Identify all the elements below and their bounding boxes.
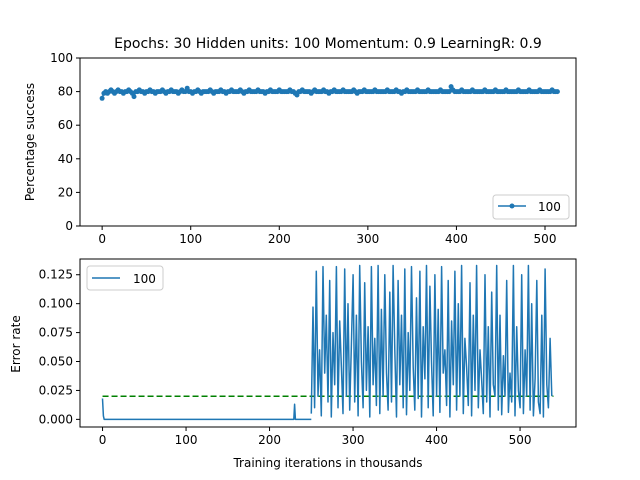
x-tick-label: 100 (175, 433, 198, 447)
chart-bottom-axes: 0 100 200 300 400 500 0.000 0.025 0.050 0.075 0.10… (39, 258, 577, 447)
y-tick-label: 0.025 (39, 383, 73, 397)
axes-frame (79, 258, 577, 428)
y-tick-label: 0 (65, 219, 73, 233)
y-tick-label: 0.075 (39, 326, 73, 340)
x-tick-label: 100 (179, 232, 202, 246)
x-tick-label: 500 (534, 232, 557, 246)
legend-label: 100 (538, 200, 561, 214)
axes-frame (79, 57, 577, 227)
x-tick-label: 0 (98, 232, 106, 246)
y-tick-label: 0.100 (39, 297, 73, 311)
x-tick-label: 500 (509, 433, 532, 447)
chart-bottom: 0 100 200 300 400 500 0.000 0.025 0.050 0.075 0.10… (9, 258, 577, 470)
chart-top-legend: 100 (492, 194, 570, 220)
chart-top-axes: 0 100 200 300 400 500 0 20 40 60 80 100 (50, 51, 577, 246)
chart-top: Epochs: 30 Hidden units: 100 Momentum: 0… (23, 36, 577, 246)
data-point (131, 94, 137, 100)
x-tick-label: 0 (99, 433, 107, 447)
y-tick-label: 0.000 (39, 412, 73, 426)
y-tick-label: 80 (58, 85, 73, 99)
x-tick-label: 200 (258, 433, 281, 447)
y-tick-label: 0.125 (39, 268, 73, 282)
y-tick-label: 60 (58, 118, 73, 132)
chart-bottom-ylabel: Error rate (9, 315, 23, 372)
x-tick-label: 300 (342, 433, 365, 447)
legend-frame (86, 265, 164, 291)
x-tick-label: 200 (268, 232, 291, 246)
chart-top-title: Epochs: 30 Hidden units: 100 Momentum: 0… (114, 36, 542, 52)
chart-bottom-plot (101, 264, 554, 421)
legend-label: 100 (133, 272, 156, 286)
chart-bottom-legend: 100 (86, 265, 164, 291)
chart-bottom-xlabel: Training iterations in thousands (232, 456, 422, 470)
data-point (554, 89, 560, 95)
y-tick-label: 40 (58, 152, 73, 166)
data-point (99, 95, 105, 101)
y-tick-label: 0.050 (39, 355, 73, 369)
legend-frame (492, 194, 570, 220)
x-tick-label: 300 (356, 232, 379, 246)
y-tick-label: 100 (50, 51, 73, 65)
series-line (101, 398, 312, 421)
x-tick-label: 400 (425, 433, 448, 447)
y-tick-label: 20 (58, 185, 73, 199)
chart-top-plot (99, 84, 560, 101)
chart-top-ylabel: Percentage success (23, 83, 37, 201)
legend-swatch-marker (509, 203, 515, 209)
series-line-noisy (310, 264, 553, 418)
x-tick-label: 400 (445, 232, 468, 246)
